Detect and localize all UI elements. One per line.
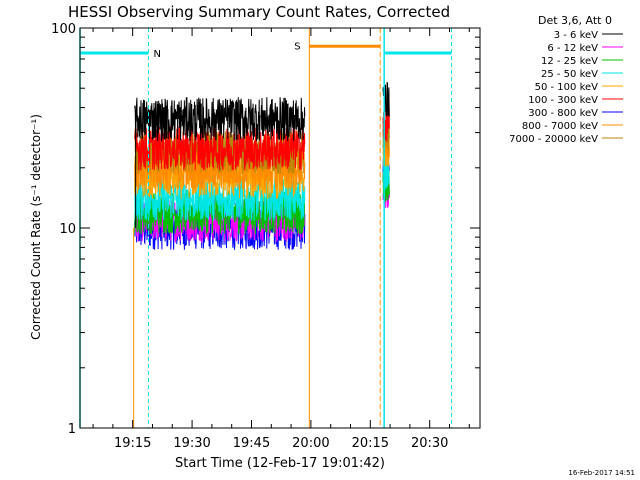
legend-label: 50 - 100 keV — [535, 82, 599, 93]
legend-label: 7000 - 20000 keV — [509, 134, 598, 145]
night-label: N — [154, 49, 161, 60]
legend-label: 800 - 7000 keV — [522, 121, 598, 132]
legend-label: 100 - 300 keV — [528, 95, 598, 106]
footer-timestamp: 16-Feb-2017 14:51 — [568, 469, 635, 477]
legend: Det 3,6, Att 0 3 - 6 keV 6 - 12 keV 12 - 2… — [509, 14, 623, 145]
y-tick-label: 1 — [68, 422, 76, 437]
legend-label: 12 - 25 keV — [541, 56, 598, 67]
y-tick-label: 100 — [51, 22, 76, 37]
legend-label: 25 - 50 keV — [541, 69, 598, 80]
chart-title: HESSI Observing Summary Count Rates, Cor… — [68, 3, 450, 21]
legend-title: Det 3,6, Att 0 — [538, 14, 612, 27]
legend-label: 3 - 6 keV — [554, 30, 598, 41]
series-line-interval-1 — [134, 97, 306, 142]
saa-label: S — [294, 41, 300, 52]
series-3to6keV — [134, 82, 390, 142]
x-tick-label: 19:45 — [233, 436, 270, 451]
x-tick-label: 20:30 — [411, 436, 448, 451]
x-tick-label: 20:00 — [292, 436, 329, 451]
x-axis-label: Start Time (12-Feb-17 19:01:42) — [175, 456, 385, 471]
x-tick-label: 19:30 — [173, 436, 210, 451]
x-tick-label: 19:15 — [114, 436, 151, 451]
x-tick-label: 20:15 — [352, 436, 389, 451]
legend-label: 6 - 12 keV — [547, 43, 598, 54]
legend-label: 300 - 800 keV — [528, 108, 598, 119]
y-tick-label: 10 — [59, 222, 76, 237]
y-axis-label: Corrected Count Rate (s⁻¹ detector⁻¹) — [29, 114, 43, 340]
series-line-interval-1 — [134, 126, 306, 171]
